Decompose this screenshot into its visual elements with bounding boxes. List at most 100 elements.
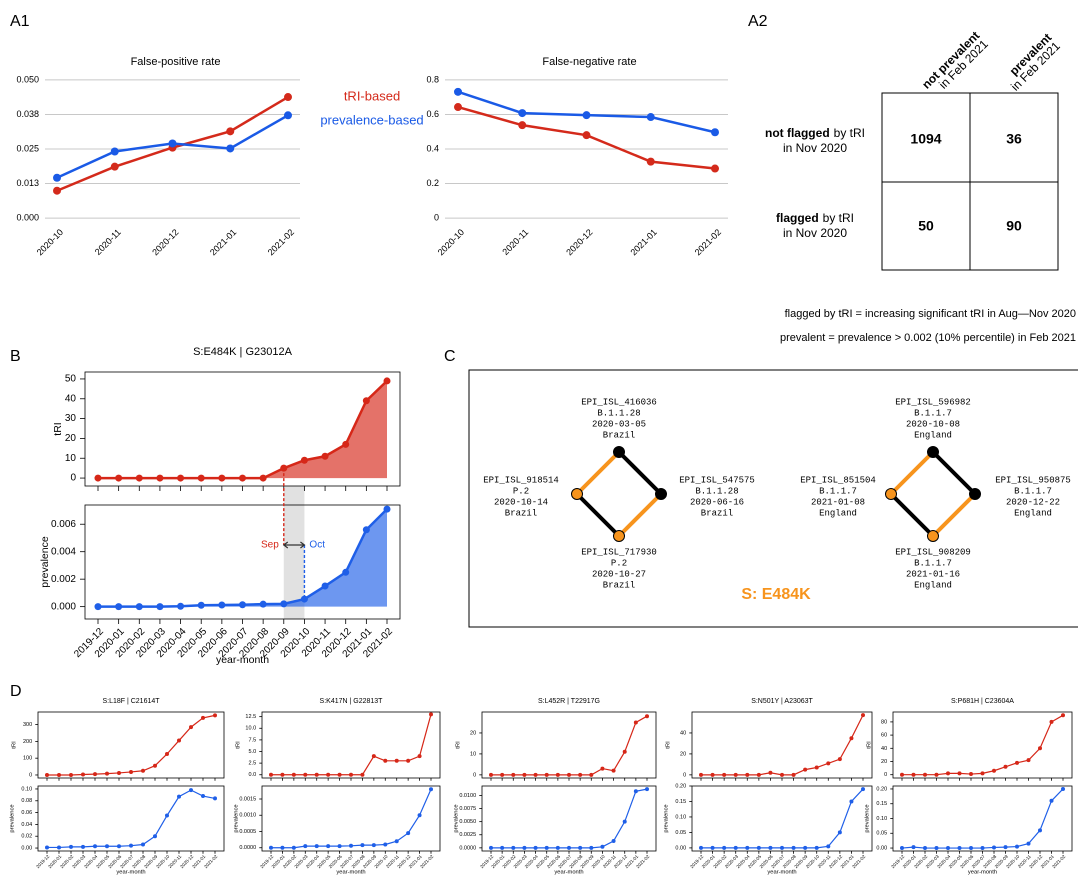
- point: [57, 845, 61, 850]
- point: [711, 128, 719, 137]
- y-tick-label: 0.0025: [459, 832, 476, 838]
- point: [722, 772, 727, 777]
- node-label: B.1.1.7: [914, 408, 952, 418]
- x-tick-label: 2020-10: [436, 227, 466, 257]
- point: [69, 844, 73, 849]
- line: [701, 714, 864, 776]
- y-tick-label: 0.0010: [239, 813, 256, 819]
- point: [115, 603, 123, 611]
- area: [98, 380, 387, 479]
- point: [168, 139, 177, 148]
- edge: [931, 492, 977, 538]
- point: [780, 772, 784, 777]
- point: [94, 603, 102, 611]
- y-tick-label: 0.10: [21, 786, 32, 792]
- line: [47, 714, 216, 776]
- note: prevalent = prevalence > 0.002 (10% perc…: [780, 332, 1076, 344]
- point: [349, 843, 353, 848]
- point: [756, 845, 761, 850]
- y-tick-label: 0.038: [16, 109, 39, 119]
- point: [53, 173, 61, 182]
- point: [129, 843, 133, 848]
- legend-label: tRI-based: [344, 88, 400, 103]
- line: [901, 788, 1064, 849]
- point: [1038, 746, 1042, 751]
- panel-label: A1: [10, 13, 30, 30]
- node: [571, 488, 583, 500]
- node-label: P.2: [513, 486, 529, 496]
- point: [861, 787, 865, 792]
- point: [645, 787, 649, 792]
- node: [613, 530, 625, 542]
- point: [1026, 758, 1031, 763]
- node-label: EPI_ISL_596982: [895, 397, 971, 407]
- point: [371, 843, 376, 848]
- point: [383, 758, 388, 763]
- point: [337, 844, 342, 849]
- point: [417, 813, 422, 818]
- point: [300, 595, 308, 603]
- y-tick-label: 0.2: [426, 178, 439, 188]
- point: [93, 844, 97, 849]
- plot-frame: [37, 711, 225, 779]
- point: [117, 770, 121, 775]
- point: [177, 738, 181, 743]
- point: [239, 474, 246, 482]
- row-header: flagged by tRI: [776, 211, 854, 225]
- point: [1003, 845, 1008, 850]
- y-tick-label: 20: [680, 751, 686, 757]
- node-label: England: [1014, 508, 1052, 518]
- point: [522, 845, 527, 850]
- annotation: Oct: [309, 540, 325, 551]
- point: [94, 474, 102, 482]
- y-tick-label: 0.08: [21, 798, 32, 804]
- y-axis-label: tRI: [52, 422, 64, 435]
- point: [969, 772, 973, 777]
- point: [197, 474, 205, 482]
- point: [45, 772, 49, 777]
- panel-label: D: [10, 683, 22, 700]
- chart-title: S:P681H | C23604A: [951, 698, 1014, 705]
- row-header-text: by tRI: [834, 126, 865, 140]
- chart-title: False-negative rate: [542, 56, 636, 68]
- y-tick-label: 0.004: [51, 546, 76, 557]
- point: [141, 842, 145, 847]
- y-tick-label: 0.05: [675, 830, 686, 836]
- node-label: 2020-12-22: [1006, 497, 1060, 507]
- point: [383, 505, 391, 513]
- point: [394, 758, 399, 763]
- chart-title: False-positive rate: [131, 56, 221, 68]
- point: [218, 474, 226, 482]
- chart-title: S:K417N | G22813T: [320, 698, 384, 705]
- point: [861, 713, 865, 718]
- line: [902, 714, 1064, 776]
- diagram-frame: [468, 369, 1078, 628]
- row-header-bold: not flagged: [765, 126, 830, 140]
- point: [646, 113, 655, 122]
- point: [314, 844, 319, 849]
- chart-title: S:E484K | G23012A: [193, 346, 293, 358]
- point: [582, 131, 591, 140]
- point: [280, 845, 285, 850]
- point: [1038, 828, 1042, 833]
- point: [611, 839, 616, 844]
- y-tick-label: 0.0015: [239, 796, 256, 802]
- point: [417, 754, 422, 759]
- y-tick-label: 0.10: [675, 814, 686, 820]
- point: [511, 772, 516, 777]
- point: [511, 845, 516, 850]
- point: [239, 601, 246, 609]
- point: [711, 164, 719, 173]
- point: [156, 474, 164, 482]
- point: [81, 772, 85, 777]
- node-label: 2021-01-16: [906, 569, 960, 579]
- point: [567, 772, 571, 777]
- node-label: B.1.1.7: [914, 558, 952, 568]
- point: [280, 772, 285, 777]
- point: [745, 845, 750, 850]
- point: [622, 819, 627, 824]
- y-tick-label: 0.0075: [459, 806, 476, 812]
- point: [814, 845, 819, 850]
- y-axis-label: prevalence: [664, 804, 670, 832]
- point: [699, 772, 703, 777]
